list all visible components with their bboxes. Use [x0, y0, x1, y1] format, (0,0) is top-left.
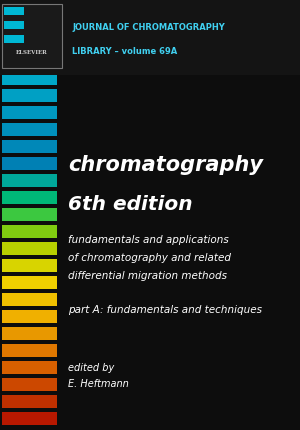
Bar	[2, 344, 57, 357]
Text: edited by: edited by	[68, 363, 114, 373]
Text: part A: fundamentals and techniques: part A: fundamentals and techniques	[68, 305, 262, 315]
Text: 6th edition: 6th edition	[68, 196, 193, 215]
Bar	[2, 276, 57, 289]
Bar	[2, 157, 57, 170]
Text: of chromatography and related: of chromatography and related	[68, 253, 231, 263]
Bar	[2, 378, 57, 391]
Bar	[2, 310, 57, 323]
Text: differential migration methods: differential migration methods	[68, 271, 227, 281]
Bar	[2, 225, 57, 238]
Text: chromatography: chromatography	[68, 155, 263, 175]
Bar	[2, 242, 57, 255]
Bar	[2, 208, 57, 221]
Bar	[4, 21, 24, 29]
Bar	[2, 191, 57, 204]
Bar	[2, 21, 57, 34]
Bar	[2, 327, 57, 340]
Text: E. Heftmann: E. Heftmann	[68, 379, 129, 389]
Bar	[2, 4, 57, 17]
Bar	[2, 361, 57, 374]
Bar	[2, 72, 57, 85]
Bar	[2, 123, 57, 136]
Bar	[2, 140, 57, 153]
Bar	[2, 106, 57, 119]
Bar	[2, 174, 57, 187]
Text: LIBRARY – volume 69A: LIBRARY – volume 69A	[72, 47, 177, 56]
Text: ELSEVIER: ELSEVIER	[16, 49, 48, 55]
Text: JOURNAL OF CHROMATOGRAPHY: JOURNAL OF CHROMATOGRAPHY	[72, 24, 225, 33]
Bar	[2, 4, 62, 68]
Bar	[2, 412, 57, 425]
Bar	[2, 89, 57, 102]
Bar	[2, 38, 57, 51]
Bar	[0, 0, 300, 75]
Bar	[2, 293, 57, 306]
Bar	[2, 55, 57, 68]
Bar	[4, 35, 24, 43]
Text: fundamentals and applications: fundamentals and applications	[68, 235, 229, 245]
Bar	[2, 259, 57, 272]
Bar	[2, 395, 57, 408]
Bar	[4, 7, 24, 15]
